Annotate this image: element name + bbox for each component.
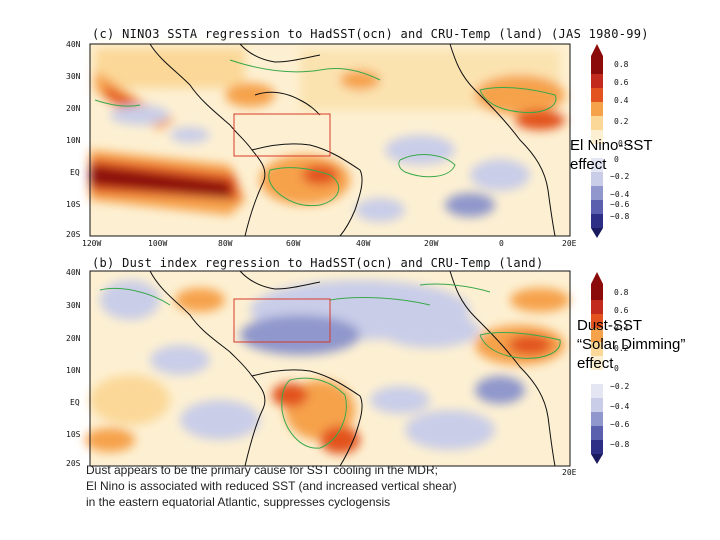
caption-line: Dust appears to be the primary cause for… (86, 463, 438, 477)
panel-c-lat-tick: 20S (66, 230, 81, 239)
panel-b-colorbar-label: −0.2 (610, 382, 630, 391)
panel-c-annotation: El Nino-SST effect (570, 136, 653, 174)
panel-c-lat-tick: 10S (66, 200, 81, 209)
panel-c-title: (c) NINO3 SSTA regression to HadSST(ocn)… (92, 27, 649, 41)
panel-c-colorbar-label: 0.8 (614, 60, 629, 69)
panel-c-colorbar-label: 0 (614, 155, 619, 164)
panel-c-colorbar-label: 0.2 (618, 139, 633, 148)
panel-b-title: (b) Dust index regression to HadSST(ocn)… (92, 256, 544, 270)
panel-c-colorbar-label: 0.6 (614, 78, 629, 87)
panel-c-lon-tick: 40W (356, 239, 371, 248)
panel-b-colorbar-label: 0.4 (614, 324, 629, 333)
panel-b-colorbar-label: −0.8 (610, 440, 630, 449)
panel-b-annotation-line: effect (577, 355, 614, 372)
panel-c-lon-tick: 60W (286, 239, 301, 248)
panel-b-lat-tick: 20S (66, 459, 81, 468)
panel-c-colorbar-label: 0.2 (614, 117, 629, 126)
panel-b-annotation-line: Dust-SST (577, 317, 643, 334)
panel-c-lat-tick: 10N (66, 136, 81, 145)
panel-c-annotation-line: effect (570, 156, 607, 173)
panel-c-lon-tick: 20E (562, 239, 577, 248)
panel-c-lon-tick: 80W (218, 239, 233, 248)
panel-b-colorbar-label: 0.2 (614, 344, 629, 353)
panel-c-lat-tick: 20N (66, 104, 81, 113)
panel-b-colorbar-label: 0.6 (614, 306, 629, 315)
panel-c-map (89, 43, 603, 238)
panel-c-lon-tick: 20W (424, 239, 439, 248)
panel-b-colorbar-label: −0.6 (610, 420, 630, 429)
panel-b-lat-tick: EQ (70, 398, 80, 407)
panel-c-colorbar-label: −0.2 (610, 172, 630, 181)
panel-c-mdr-box (233, 113, 331, 157)
panel-b-colorbar-label: −0.4 (610, 402, 630, 411)
panel-c-lat-tick: EQ (70, 168, 80, 177)
panel-c-lon-tick: 120W (82, 239, 102, 248)
panel-b-lat-tick: 10N (66, 366, 81, 375)
panel-c-lat-tick: 30N (66, 72, 81, 81)
panel-c-lon-tick: 100W (148, 239, 168, 248)
panel-c-annotation-line: El Nino-SST (570, 137, 653, 154)
panel-b-annotation: Dust-SST “Solar Dimming” effect (577, 316, 685, 373)
panel-c-lon-tick: 0 (499, 239, 504, 248)
panel-b-colorbar (591, 272, 603, 464)
panel-b-lat-tick: 10S (66, 430, 81, 439)
panel-b-lat-tick: 20N (66, 334, 81, 343)
panel-b-colorbar-label: 0 (614, 364, 619, 373)
caption-line: in the eastern equatorial Atlantic, supp… (86, 495, 391, 509)
panel-c-nino3-regression: (c) NINO3 SSTA regression to HadSST(ocn)… (0, 0, 720, 260)
panel-c-lat-tick: 40N (66, 40, 81, 49)
panel-b-mdr-box (233, 298, 331, 343)
slide-caption: Dust appears to be the primary cause for… (86, 462, 457, 510)
caption-line: El Nino is associated with reduced SST (… (86, 479, 457, 493)
panel-c-colorbar-label: −0.4 (610, 190, 630, 199)
panel-c-colorbar-label: 0.4 (614, 96, 629, 105)
panel-b-lat-tick: 40N (66, 268, 81, 277)
panel-b-annotation-line: “Solar Dimming” (577, 336, 686, 353)
panel-b-lon-tick: 20E (562, 468, 577, 477)
panel-b-colorbar-label: 0.8 (614, 288, 629, 297)
panel-c-colorbar-label: −0.6 (610, 200, 630, 209)
panel-c-colorbar-label: −0.8 (610, 212, 630, 221)
panel-c-colorbar (591, 44, 603, 238)
panel-b-lat-tick: 30N (66, 301, 81, 310)
